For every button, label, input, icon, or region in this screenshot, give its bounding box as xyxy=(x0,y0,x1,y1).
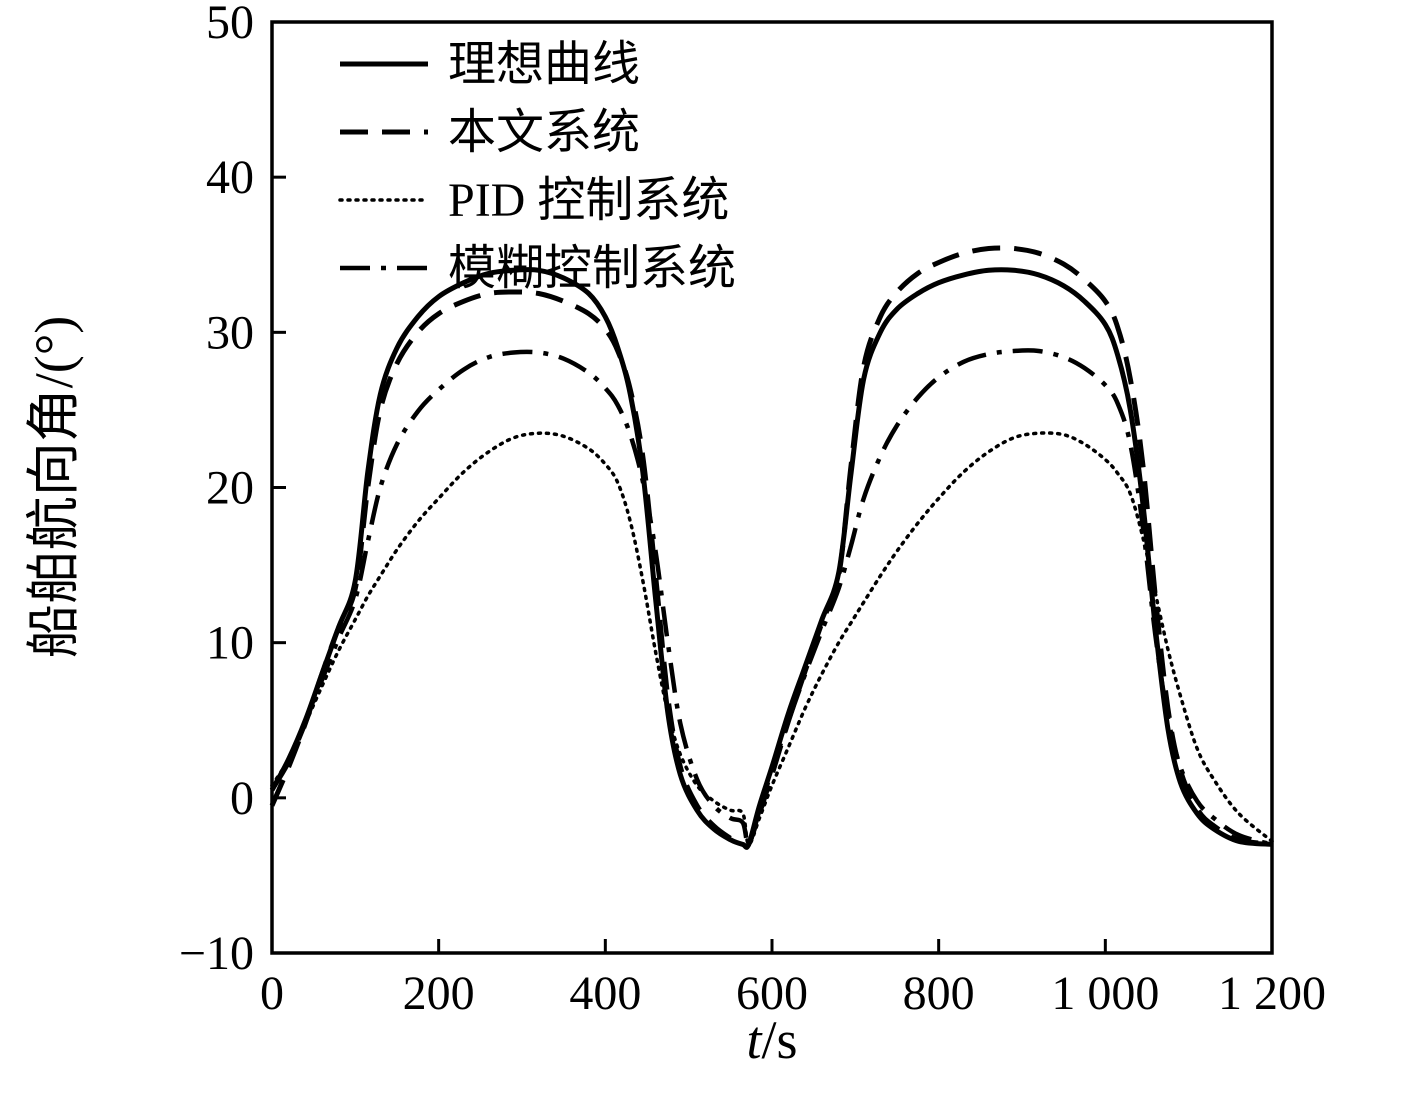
legend-item: 模糊控制系统 xyxy=(340,242,736,295)
curve-dotted xyxy=(270,431,1274,847)
legend-label: 模糊控制系统 xyxy=(448,242,736,295)
legend-item: 理想曲线 xyxy=(340,38,640,91)
legend-item: PID 控制系统 xyxy=(338,174,729,227)
curve-dashdot xyxy=(270,348,1273,847)
y-tick-label: 50 xyxy=(206,0,254,49)
y-tick-label: 30 xyxy=(206,306,254,359)
y-tick-label: −10 xyxy=(179,927,254,980)
y-tick-label: 40 xyxy=(206,151,254,204)
x-tick-label: 400 xyxy=(569,967,641,1020)
x-tick-label: 600 xyxy=(736,967,808,1020)
legend-label: PID 控制系统 xyxy=(448,174,729,227)
x-tick-label: 1 000 xyxy=(1051,967,1159,1020)
y-tick-label: 10 xyxy=(206,617,254,670)
plot-frame xyxy=(270,20,1274,955)
plot-border xyxy=(270,20,1274,955)
y-tick-label: 20 xyxy=(206,462,254,515)
x-tick-label: 0 xyxy=(260,967,284,1020)
legend-label: 本文系统 xyxy=(448,106,640,159)
x-tick-label: 800 xyxy=(903,967,975,1020)
curve-dashed xyxy=(269,245,1273,850)
y-axis-label: 船舶航向角/(°) xyxy=(24,316,84,659)
y-tick-label: 0 xyxy=(230,772,254,825)
curve-solid xyxy=(269,267,1273,850)
x-axis-label: t/s xyxy=(746,1010,797,1070)
legend-item: 本文系统 xyxy=(340,106,640,159)
x-tick-label: 200 xyxy=(403,967,475,1020)
x-tick-label: 1 200 xyxy=(1218,967,1326,1020)
legend-label: 理想曲线 xyxy=(448,38,640,91)
data-curves xyxy=(269,245,1274,850)
